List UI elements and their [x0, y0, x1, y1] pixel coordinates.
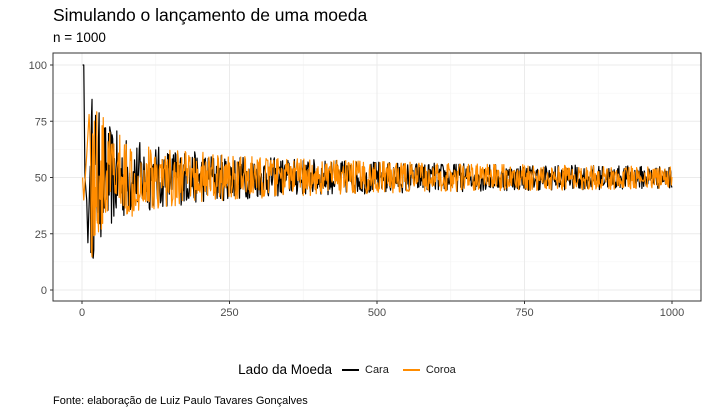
- chart-title: Simulando o lançamento de uma moeda: [53, 5, 368, 25]
- y-tick-label: 75: [35, 116, 47, 128]
- y-tick-label: 50: [35, 173, 47, 185]
- x-tick-label: 250: [220, 307, 238, 319]
- legend-item-coroa: Coroa: [402, 363, 456, 376]
- caption: Fonte: elaboração de Luiz Paulo Tavares …: [53, 395, 308, 407]
- x-tick-label: 500: [368, 307, 386, 319]
- x-tick-label: 0: [79, 307, 85, 319]
- y-tick-label: 0: [41, 285, 47, 297]
- axis-ticks: 0 250 500 750 1000 0 25 50 75 100: [29, 60, 685, 319]
- x-tick-label: 750: [515, 307, 533, 319]
- series-layer: [81, 64, 673, 259]
- legend: Lado da Moeda Cara Coroa: [0, 362, 708, 377]
- chart-subtitle: n = 1000: [53, 30, 106, 45]
- y-tick-label: 25: [35, 229, 47, 241]
- x-tick-label: 1000: [660, 307, 684, 319]
- legend-key-coroa: [402, 368, 420, 371]
- legend-title: Lado da Moeda: [238, 362, 332, 377]
- legend-item-cara: Cara: [342, 364, 389, 376]
- legend-label-cara: Cara: [365, 363, 389, 376]
- legend-label-coroa: Coroa: [425, 363, 456, 376]
- series-line-coroa: [81, 111, 673, 258]
- y-tick-label: 100: [29, 60, 47, 72]
- line-chart: 0 250 500 750 1000 0 25 50 75 100: [29, 52, 702, 319]
- legend-key-cara: [342, 368, 359, 371]
